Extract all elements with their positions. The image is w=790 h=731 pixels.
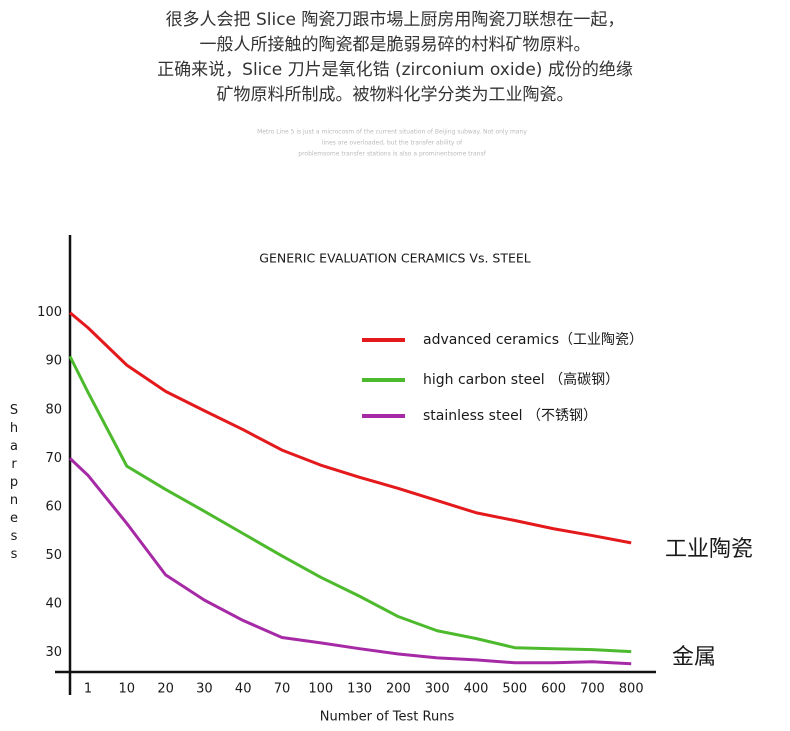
x-tick-label: 100: [308, 682, 333, 697]
legend-label: stainless steel （不锈钢）: [423, 408, 597, 424]
chart-title: GENERIC EVALUATION CERAMICS Vs. STEEL: [259, 251, 531, 266]
intro-line: 很多人会把 Slice 陶瓷刀跟市場上厨房用陶瓷刀联想在一起，: [166, 10, 625, 30]
x-tick-label: 300: [425, 682, 450, 697]
annotation: 工业陶瓷: [665, 537, 753, 562]
fine-print: problemsome transfer stations is also a …: [298, 151, 486, 158]
y-tick-label: 50: [45, 548, 62, 563]
y-tick-label: 90: [45, 354, 62, 369]
x-tick-label: 600: [541, 682, 566, 697]
x-tick-label: 70: [274, 682, 291, 697]
x-tick-label: 20: [157, 682, 174, 697]
fine-print: Metro Line 5 is just a microcosm of the …: [257, 129, 527, 136]
y-tick-label: 40: [45, 597, 62, 612]
fine-print: lines are overloaded, but the transfer a…: [322, 140, 463, 147]
x-tick-label: 30: [196, 682, 213, 697]
intro-line: 一般人所接触的陶瓷都是脆弱易碎的村料矿物原料。: [200, 35, 591, 55]
y-tick-label: 30: [45, 645, 62, 660]
x-tick-label: 700: [580, 682, 605, 697]
annotation: 金属: [672, 645, 716, 670]
x-axis-label: Number of Test Runs: [320, 710, 455, 725]
y-tick-label: 70: [45, 451, 62, 466]
data-line: [69, 311, 632, 545]
data-line: [68, 355, 632, 654]
x-tick-label: 800: [619, 682, 644, 697]
legend-label: high carbon steel （高碳钢）: [423, 371, 619, 388]
x-tick-label: 400: [464, 682, 489, 697]
x-tick-label: 130: [347, 682, 372, 697]
data-line: [68, 457, 632, 666]
x-tick-label: 500: [502, 682, 527, 697]
y-tick-label: 60: [45, 499, 62, 514]
x-tick-label: 1: [84, 682, 92, 697]
x-tick-label: 40: [235, 682, 252, 697]
intro-line: 正确来说，Slice 刀片是氧化锆 (zirconium oxide) 成份的绝…: [157, 60, 633, 80]
y-axis-label: Sharpness: [7, 403, 22, 565]
y-tick-label: 100: [37, 305, 62, 320]
legend-label: advanced ceramics（工业陶瓷）: [423, 332, 643, 348]
x-tick-label: 200: [386, 682, 411, 697]
x-tick-label: 10: [119, 682, 136, 697]
intro-line: 矿物原料所制成。被物料化学分类为工业陶瓷。: [217, 85, 574, 105]
y-tick-label: 80: [45, 402, 62, 417]
